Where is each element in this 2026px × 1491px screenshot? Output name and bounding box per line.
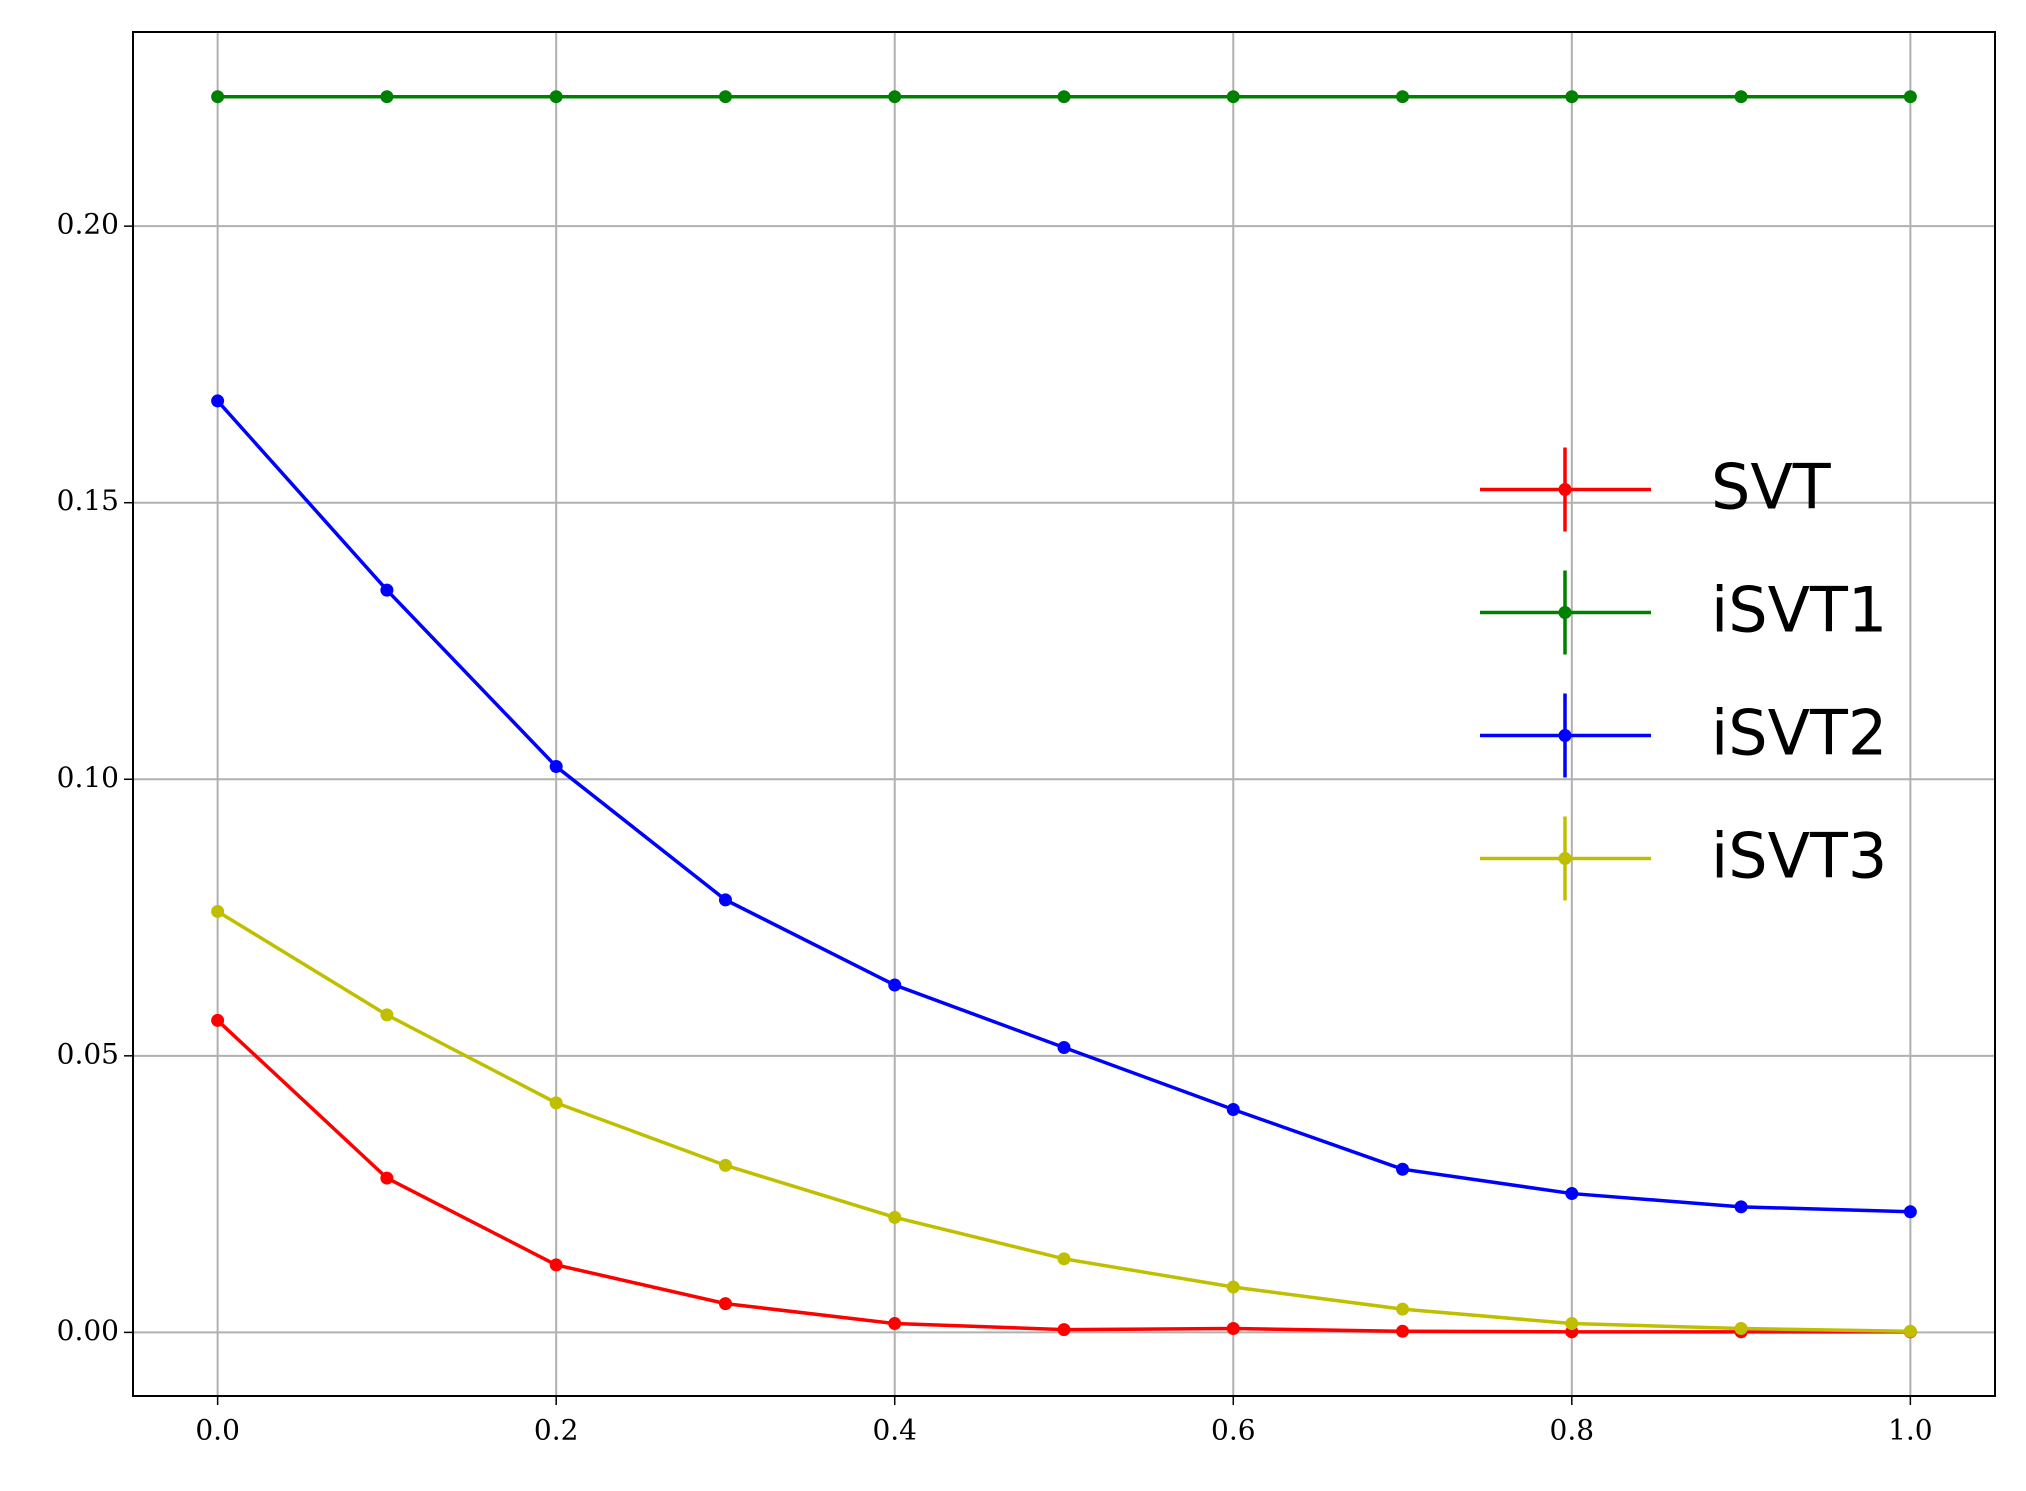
point — [888, 978, 902, 992]
y-tick-label: 0.15 — [57, 484, 119, 517]
point — [1734, 1322, 1748, 1336]
point — [1226, 1322, 1240, 1336]
point — [718, 1297, 732, 1311]
legend-marker — [1558, 852, 1572, 865]
point — [549, 760, 563, 774]
point — [380, 1008, 394, 1022]
point — [380, 90, 394, 104]
point — [1734, 1200, 1748, 1214]
point — [1396, 1324, 1410, 1338]
legend-marker — [1558, 729, 1572, 742]
point — [1565, 90, 1579, 104]
point — [1226, 1102, 1240, 1116]
point — [1734, 90, 1748, 104]
y-tick-label: 0.00 — [57, 1314, 119, 1347]
point — [1565, 1317, 1579, 1331]
x-tick-label: 0.4 — [872, 1414, 917, 1447]
point — [888, 90, 902, 104]
point — [1226, 1280, 1240, 1294]
point — [380, 1171, 394, 1185]
x-tick-label: 0.6 — [1211, 1414, 1256, 1447]
point — [549, 1258, 563, 1272]
point — [718, 90, 732, 104]
point — [718, 893, 732, 907]
point — [549, 1096, 563, 1110]
point — [211, 90, 225, 104]
point — [888, 1317, 902, 1331]
point — [380, 583, 394, 597]
point — [1057, 1252, 1071, 1266]
legend-marker — [1558, 483, 1572, 496]
legend-label: iSVT2 — [1711, 697, 1887, 770]
point — [1057, 90, 1071, 104]
point — [1903, 90, 1917, 104]
legend-label: iSVT1 — [1711, 574, 1887, 647]
point — [1396, 1302, 1410, 1316]
y-tick-label: 0.20 — [57, 208, 119, 241]
point — [1396, 1162, 1410, 1176]
point — [1226, 90, 1240, 104]
plot-frame — [132, 31, 1996, 1397]
point — [1903, 1324, 1917, 1338]
legend-label: SVT — [1711, 451, 1832, 524]
point — [1057, 1041, 1071, 1055]
point — [211, 1013, 225, 1027]
point — [1396, 90, 1410, 104]
point — [888, 1210, 902, 1224]
point — [718, 1158, 732, 1172]
y-tick-label: 0.10 — [57, 761, 119, 794]
point — [211, 904, 225, 918]
legend-marker — [1558, 606, 1572, 619]
x-tick-label: 0.8 — [1550, 1414, 1595, 1447]
point — [1565, 1187, 1579, 1201]
x-tick-label: 1.0 — [1888, 1414, 1933, 1447]
legend-label: iSVT3 — [1711, 820, 1887, 893]
x-tick-label: 0.2 — [534, 1414, 579, 1447]
point — [211, 394, 225, 408]
y-tick-label: 0.05 — [57, 1037, 119, 1070]
point — [1903, 1205, 1917, 1219]
point — [549, 90, 563, 104]
x-tick-label: 0.0 — [195, 1414, 240, 1447]
point — [1057, 1323, 1071, 1337]
